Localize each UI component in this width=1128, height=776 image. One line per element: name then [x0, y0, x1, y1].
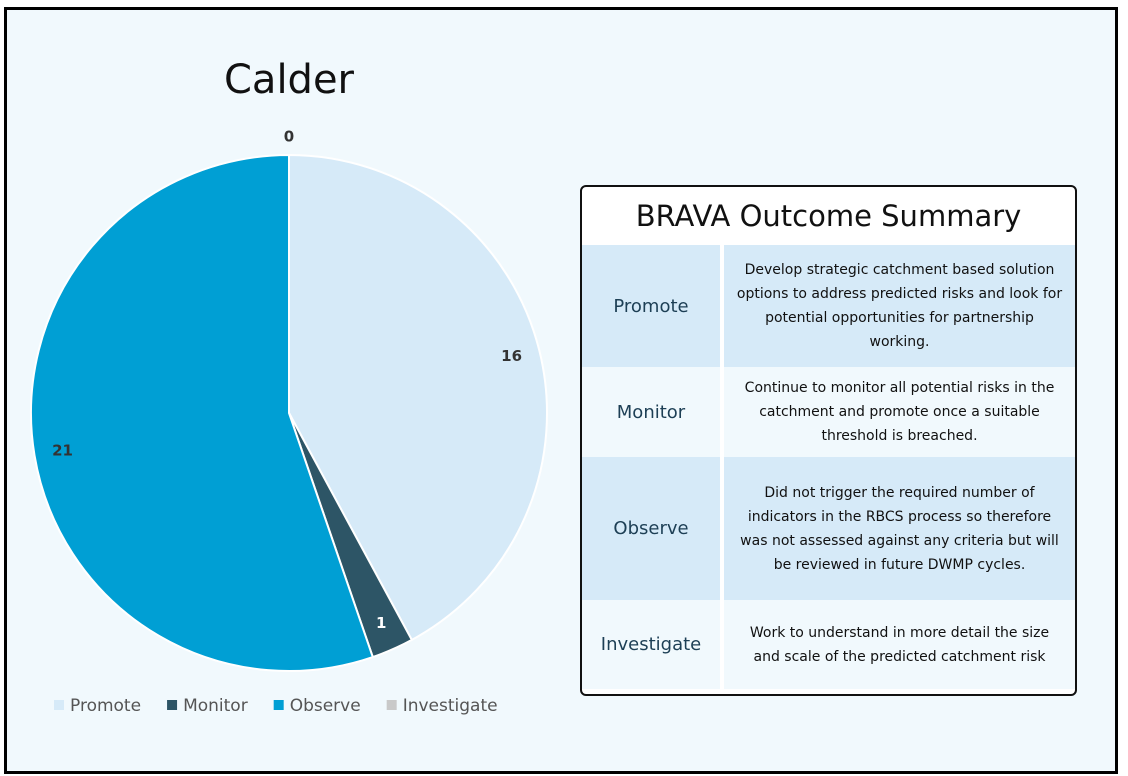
- row-label: Observe: [582, 457, 724, 600]
- row-description: Continue to monitor all potential risks …: [744, 380, 1055, 444]
- legend-swatch: [386, 700, 397, 710]
- summary-table: BRAVA Outcome Summary Promote Develop str…: [580, 185, 1077, 696]
- data-label: 1: [376, 614, 386, 632]
- row-description: Did not trigger the required number of i…: [740, 484, 1059, 573]
- chart-title: Calder: [224, 57, 355, 103]
- data-label: 16: [501, 347, 522, 365]
- data-label: 0: [284, 127, 294, 145]
- table-row: Promote Develop strategic catchment based…: [582, 245, 1075, 367]
- table-row: Investigate Work to understand in more de…: [582, 600, 1075, 689]
- legend-label: Observe: [290, 696, 361, 716]
- pie-slice: [30, 153, 375, 672]
- table-title: BRAVA Outcome Summary: [635, 199, 1022, 233]
- table-row: Observe Did not trigger the required numb…: [582, 457, 1075, 600]
- data-label: 21: [52, 441, 73, 459]
- legend-swatch: [167, 700, 178, 710]
- row-label: Investigate: [582, 600, 724, 689]
- table-row: Monitor Continue to monitor all potential…: [582, 367, 1075, 457]
- legend-label: Promote: [70, 696, 141, 716]
- legend-label: Investigate: [403, 696, 498, 716]
- pie-slice: [288, 153, 548, 642]
- row-description: Develop strategic catchment based soluti…: [736, 262, 1063, 350]
- legend-swatch: [54, 700, 64, 710]
- row-description: Work to understand in more detail the si…: [749, 624, 1050, 665]
- row-label: Monitor: [582, 367, 724, 457]
- legend-label: Monitor: [183, 696, 248, 716]
- legend-swatch: [273, 700, 284, 710]
- row-label: Promote: [582, 245, 724, 367]
